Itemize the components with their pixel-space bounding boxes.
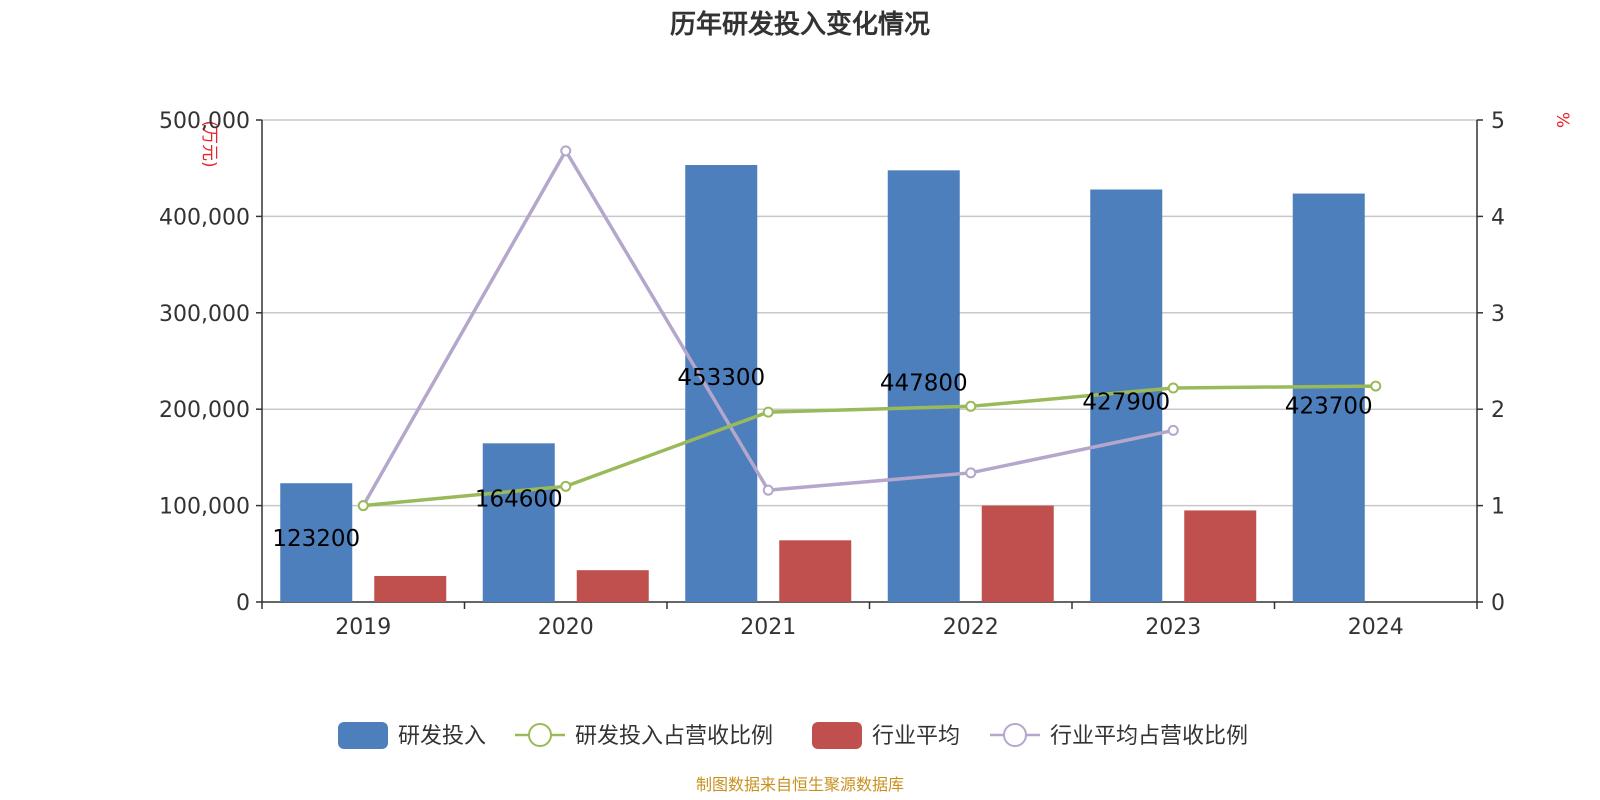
bar-industry-average (981, 505, 1054, 602)
line-point (965, 400, 977, 412)
line-point (965, 467, 977, 479)
legend-swatch-marker (1003, 723, 1027, 747)
bar-rd-investment (685, 165, 758, 602)
legend[interactable]: 研发投入 研发投入占营收比例 行业平均 行业平均占营收比例 (338, 722, 1248, 749)
line-point (357, 500, 369, 512)
bar-rd-investment (887, 170, 960, 602)
legend-swatch (338, 722, 388, 749)
legend-label: 研发投入占营收比例 (575, 724, 773, 749)
x-tick-label: 2021 (740, 615, 796, 640)
left-tick-label: 300,000 (159, 302, 250, 327)
right-axis-unit: % (1552, 112, 1572, 128)
data-label: 427900 (1082, 390, 1170, 416)
bar-industry-average (576, 570, 649, 602)
data-label: 423700 (1285, 394, 1373, 420)
left-tick-label: 200,000 (159, 398, 250, 423)
legend-label: 研发投入 (398, 724, 486, 749)
line-point (1167, 424, 1179, 436)
legend-label: 行业平均 (872, 724, 960, 749)
data-label: 164600 (475, 486, 563, 512)
right-tick-label: 5 (1491, 109, 1505, 134)
bar-rd-investment (482, 443, 555, 602)
right-tick-label: 3 (1491, 302, 1505, 327)
data-labels: 123200 164600 453300 447800 427900 423700 (272, 365, 1372, 552)
data-label: 447800 (880, 370, 968, 396)
x-tick-label: 2020 (538, 615, 594, 640)
legend-label: 行业平均占营收比例 (1050, 724, 1248, 749)
axes: (万元) % 0 100,000 200,000 300,000 400,000 500,… (159, 109, 1572, 640)
x-tick-label: 2019 (335, 615, 391, 640)
lines (357, 145, 1382, 512)
legend-swatch (812, 722, 862, 749)
bar-industry-average (779, 540, 852, 602)
line-point (1167, 382, 1179, 394)
right-tick-label: 1 (1491, 495, 1505, 520)
x-tick-label: 2023 (1145, 615, 1201, 640)
left-tick-label: 500,000 (159, 109, 250, 134)
left-axis-unit: (万元) (199, 120, 219, 167)
gridlines (262, 119, 1477, 507)
right-tick-label: 2 (1491, 398, 1505, 423)
line-point (1370, 380, 1382, 392)
chart-title: 历年研发投入变化情况 (670, 9, 930, 40)
source-note: 制图数据来自恒生聚源数据库 (696, 775, 904, 794)
right-tick-label: 4 (1491, 205, 1505, 230)
line-point (762, 406, 774, 418)
legend-swatch-marker (528, 723, 552, 747)
bar-rd-investment (1292, 193, 1365, 602)
bars (280, 165, 1365, 602)
left-tick-label: 400,000 (159, 205, 250, 230)
right-tick-label: 0 (1491, 591, 1505, 616)
x-tick-label: 2024 (1348, 615, 1404, 640)
data-label: 453300 (677, 365, 765, 391)
left-tick-label: 0 (236, 591, 250, 616)
left-tick-label: 100,000 (159, 495, 250, 520)
bar-rd-investment (280, 483, 353, 602)
line-point (560, 480, 572, 492)
bar-industry-average (1184, 510, 1257, 602)
x-tick-label: 2022 (943, 615, 999, 640)
line-point (560, 145, 572, 157)
bar-industry-average (374, 575, 447, 602)
line-point (762, 484, 774, 496)
line-series (363, 384, 1376, 508)
data-label: 123200 (272, 526, 360, 552)
